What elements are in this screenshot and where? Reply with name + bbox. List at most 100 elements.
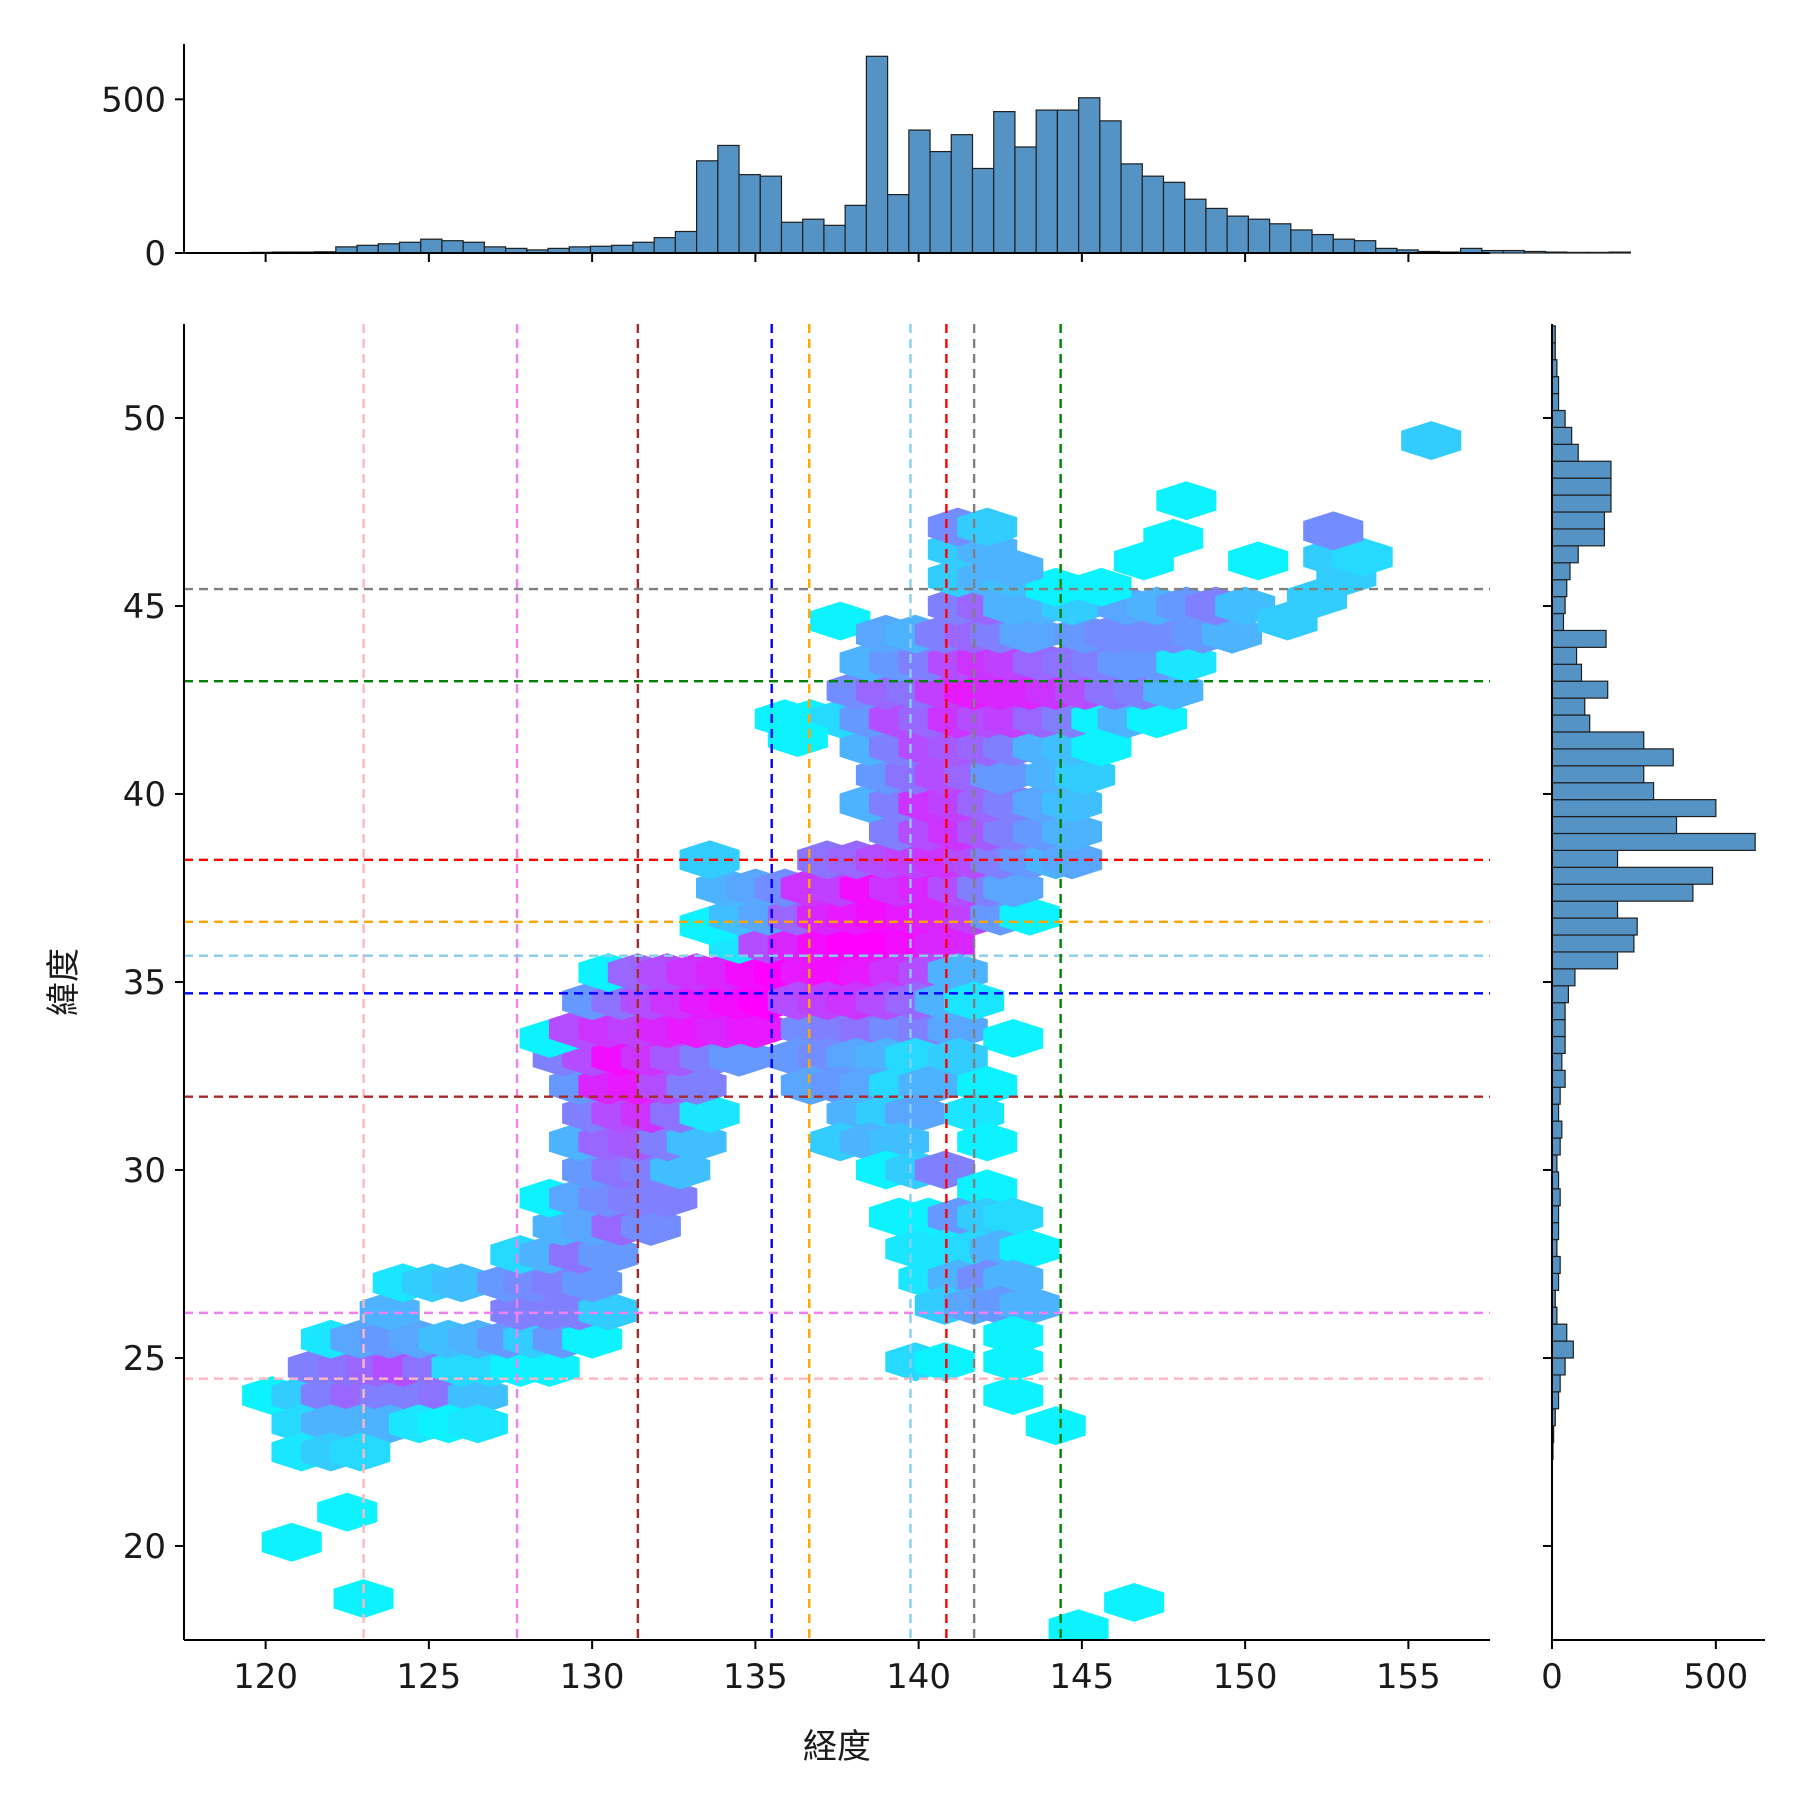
histogram-bar <box>1551 883 1694 902</box>
histogram-bar <box>1551 545 1579 564</box>
hex-cell <box>1156 481 1217 521</box>
histogram-bar <box>1551 748 1674 767</box>
y-axis-label: 緯度 <box>44 948 84 1016</box>
histogram-bar <box>1551 1052 1563 1071</box>
histogram-bar <box>1551 1357 1566 1376</box>
histogram-bar <box>1551 985 1569 1004</box>
top-histogram: 0 500 <box>101 44 1631 274</box>
histogram-bar <box>1551 629 1607 648</box>
histogram-bar <box>653 237 676 254</box>
histogram-bar <box>1523 250 1547 254</box>
histogram-bar <box>1587 251 1610 254</box>
hex-cell <box>1025 1406 1086 1446</box>
hex-cell <box>1048 1609 1109 1640</box>
histogram-bar <box>1544 251 1568 254</box>
main-axes: 120 125 130 135 140 145 150 155 20 25 30 35 40 45 50 <box>123 324 1490 1697</box>
histogram-bar <box>1551 1120 1563 1139</box>
y-tick-label: 45 <box>123 587 166 627</box>
histogram-bar <box>823 224 846 254</box>
histogram-bar <box>1551 1018 1566 1038</box>
histogram-bar <box>1184 198 1207 254</box>
histogram-bar <box>1551 426 1573 445</box>
hex-cell <box>983 548 1044 588</box>
x-tick-label: 140 <box>886 1657 951 1697</box>
hex-cell <box>1143 518 1204 558</box>
histogram-bar <box>1332 238 1356 254</box>
histogram-bar <box>717 144 740 254</box>
histogram-bar <box>1502 249 1525 254</box>
histogram-bar <box>1551 663 1583 682</box>
x-tick-label: 145 <box>1049 1657 1114 1697</box>
histogram-bar <box>1551 782 1655 801</box>
y-tick-label: 30 <box>123 1151 166 1191</box>
x-tick-label: 135 <box>723 1657 788 1697</box>
hexbin-plot: 120 125 130 135 140 145 150 155 20 25 30 35 40 45 50 <box>123 324 1490 1697</box>
hex-cell <box>1071 567 1132 607</box>
histogram-bar <box>589 245 613 254</box>
histogram-bar <box>1120 163 1143 254</box>
histogram-bar <box>1551 832 1756 851</box>
histogram-bar <box>1269 223 1292 254</box>
histogram-bar <box>1551 409 1566 429</box>
hex-cell <box>983 1342 1044 1382</box>
histogram-bar <box>1551 900 1619 919</box>
hex-cell <box>1104 1582 1165 1622</box>
histogram-bar <box>1551 1137 1561 1156</box>
right-x-tick-label: 500 <box>1683 1657 1748 1697</box>
hex-cell <box>1303 511 1364 551</box>
histogram-bar <box>420 238 443 254</box>
histogram-bar <box>1551 477 1612 496</box>
histogram-bar <box>1551 714 1591 733</box>
histogram-bar <box>1551 1340 1574 1359</box>
hex-cell <box>261 1522 322 1562</box>
histogram-bar <box>1353 240 1377 254</box>
histogram-bar <box>1551 1069 1566 1088</box>
histogram-bar <box>1551 697 1586 716</box>
hex-cell <box>957 1122 1018 1162</box>
histogram-bar <box>1551 1002 1566 1021</box>
histogram-bar <box>1551 443 1579 462</box>
hexbin-cells <box>242 421 1462 1640</box>
histogram-bar <box>738 174 761 254</box>
histogram-bar <box>1311 233 1334 254</box>
y-tick-label: 20 <box>123 1527 166 1567</box>
histogram-bar <box>1205 207 1228 254</box>
histogram-bar <box>1035 109 1058 254</box>
histogram-bar <box>1551 528 1606 547</box>
x-tick-label: 155 <box>1376 1657 1441 1697</box>
histogram-bar <box>1226 215 1249 254</box>
histogram-bar <box>1551 1188 1561 1207</box>
histogram-bar <box>356 244 379 254</box>
histogram-bar <box>1014 146 1037 254</box>
hex-cell <box>447 1404 508 1444</box>
histogram-bar <box>802 218 825 254</box>
histogram-bar <box>887 194 910 254</box>
histogram-bar <box>1247 218 1271 254</box>
histogram-bar <box>865 55 889 254</box>
hex-cell <box>1228 541 1289 581</box>
histogram-bar <box>611 244 634 254</box>
histogram-bar <box>1551 849 1619 868</box>
y-tick-label: 50 <box>123 399 166 439</box>
histogram-bar <box>377 243 401 254</box>
hex-cell <box>810 601 871 641</box>
hex-cell <box>1401 421 1462 461</box>
histogram-bar <box>929 150 952 254</box>
histogram-bar <box>1551 1086 1561 1105</box>
histogram-bar <box>441 240 464 254</box>
histogram-bar <box>1551 866 1714 885</box>
histogram-bar <box>971 167 995 254</box>
histogram-bar <box>1551 595 1566 615</box>
x-tick-label: 120 <box>233 1657 298 1697</box>
histogram-bar <box>1551 494 1612 513</box>
histogram-bar <box>1551 765 1645 784</box>
histogram-bar <box>1162 181 1186 254</box>
histogram-bar <box>1551 799 1717 818</box>
histogram-bar <box>1551 680 1609 699</box>
histogram-bar <box>1566 251 1589 254</box>
histogram-bar <box>1056 109 1080 254</box>
histogram-bar <box>844 204 867 254</box>
histogram-bar <box>1608 251 1631 254</box>
histogram-bar <box>1551 934 1635 953</box>
